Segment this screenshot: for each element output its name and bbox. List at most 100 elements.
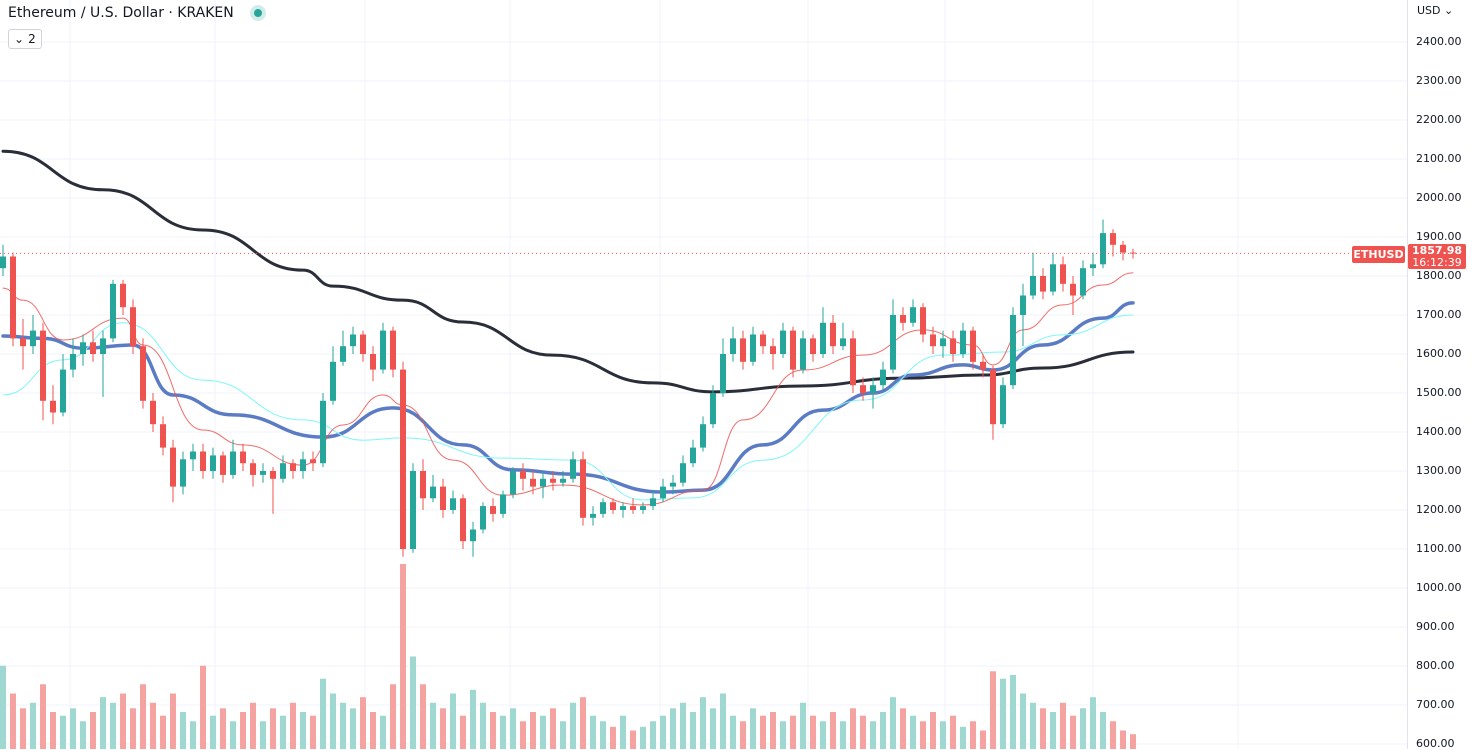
price-tick-label: 2000.00 (1416, 191, 1462, 204)
volume-bar (390, 684, 396, 749)
candle-body (800, 338, 806, 370)
volume-bar (310, 715, 316, 749)
candle-body (670, 482, 676, 487)
volume-bar (740, 721, 746, 749)
volume-bar (500, 715, 506, 749)
volume-bar (990, 671, 996, 749)
candle-body (890, 315, 896, 370)
volume-bar (1130, 734, 1136, 749)
volume-bar (290, 702, 296, 749)
candle-body (490, 506, 496, 514)
volume-bar (520, 721, 526, 749)
candle-body (690, 447, 696, 464)
symbol-title[interactable]: Ethereum / U.S. Dollar · KRAKEN (8, 5, 234, 21)
candle-body (390, 330, 396, 370)
volume-bar (50, 712, 56, 749)
candle-body (440, 486, 446, 510)
volume-bar (160, 715, 166, 749)
candle-body (810, 338, 816, 354)
volume-bar (680, 702, 686, 749)
volume-bar (40, 684, 46, 749)
volume-bar (1110, 721, 1116, 749)
candle-body (280, 463, 286, 479)
volume-bar (970, 721, 976, 749)
price-tick-label: 2400.00 (1416, 35, 1462, 48)
symbol-price-tag: ETHUSD (1352, 246, 1405, 263)
price-tick-label: 2200.00 (1416, 113, 1462, 126)
volume-bar (630, 730, 636, 749)
candle-body (710, 393, 716, 425)
candle-body (900, 315, 906, 323)
candle-body (240, 451, 246, 464)
candle-body (550, 478, 556, 483)
candle-body (880, 369, 886, 386)
candle-body (1100, 233, 1106, 265)
candle-body (130, 307, 136, 347)
candle-body (600, 502, 606, 514)
volume-bar (150, 702, 156, 749)
volume-bar (810, 715, 816, 749)
candle-body (920, 307, 926, 335)
candle-body (770, 346, 776, 354)
moving-average-line (1, 301, 1135, 494)
volume-bar (980, 730, 986, 749)
volume-bar (940, 721, 946, 749)
volume-bar (180, 712, 186, 749)
candle-body (1070, 283, 1076, 296)
indicators-collapse-button[interactable]: ⌄ 2 (8, 29, 42, 49)
volume-bar (1030, 702, 1036, 749)
candle-body (950, 338, 956, 354)
volume-bar (440, 708, 446, 749)
currency-selector[interactable]: USD ⌄ (1417, 4, 1453, 17)
candle-body (960, 330, 966, 354)
candle-body (60, 369, 66, 413)
volume-bar (200, 665, 206, 749)
candle-body (560, 478, 566, 483)
candle-body (310, 459, 316, 464)
volume-bar (360, 697, 366, 749)
candle-body (540, 478, 546, 487)
volume-bar (560, 721, 566, 749)
candle-body (1040, 276, 1046, 292)
candle-body (820, 322, 826, 354)
volume-bar (750, 708, 756, 749)
price-tick-label: 1300.00 (1416, 464, 1462, 477)
volume-bar (860, 715, 866, 749)
volume-bar (330, 693, 336, 749)
volume-bar (1070, 715, 1076, 749)
volume-bar (670, 708, 676, 749)
volume-bar (270, 708, 276, 749)
candle-body (50, 400, 56, 413)
moving-average-line (1, 149, 1135, 394)
candle-body (640, 506, 646, 510)
candle-body (450, 498, 456, 510)
volume-bar (320, 678, 326, 749)
volume-bar (280, 715, 286, 749)
volume-bar (880, 712, 886, 749)
candle-body (220, 455, 226, 475)
volume-bar (400, 564, 406, 749)
candle-body (420, 471, 426, 499)
volume-bar (780, 721, 786, 749)
candle-body (530, 478, 536, 487)
price-tick-label: 1800.00 (1416, 269, 1462, 282)
candle-body (1020, 295, 1026, 315)
candle-body (210, 455, 216, 471)
volume-bar (60, 715, 66, 749)
volume-bar (1050, 712, 1056, 749)
volume-bar (170, 693, 176, 749)
price-tick-label: 1200.00 (1416, 503, 1462, 516)
volume-bar (760, 715, 766, 749)
candle-body (510, 471, 516, 495)
candle-body (930, 334, 936, 347)
volume-bar (930, 712, 936, 749)
candle-body (100, 338, 106, 354)
volume-bar (10, 693, 16, 749)
volume-bar (250, 702, 256, 749)
candle-body (270, 471, 276, 479)
candle-body (40, 330, 46, 401)
candle-body (0, 256, 6, 269)
volume-bar (420, 684, 426, 749)
candle-body (1120, 244, 1126, 253)
